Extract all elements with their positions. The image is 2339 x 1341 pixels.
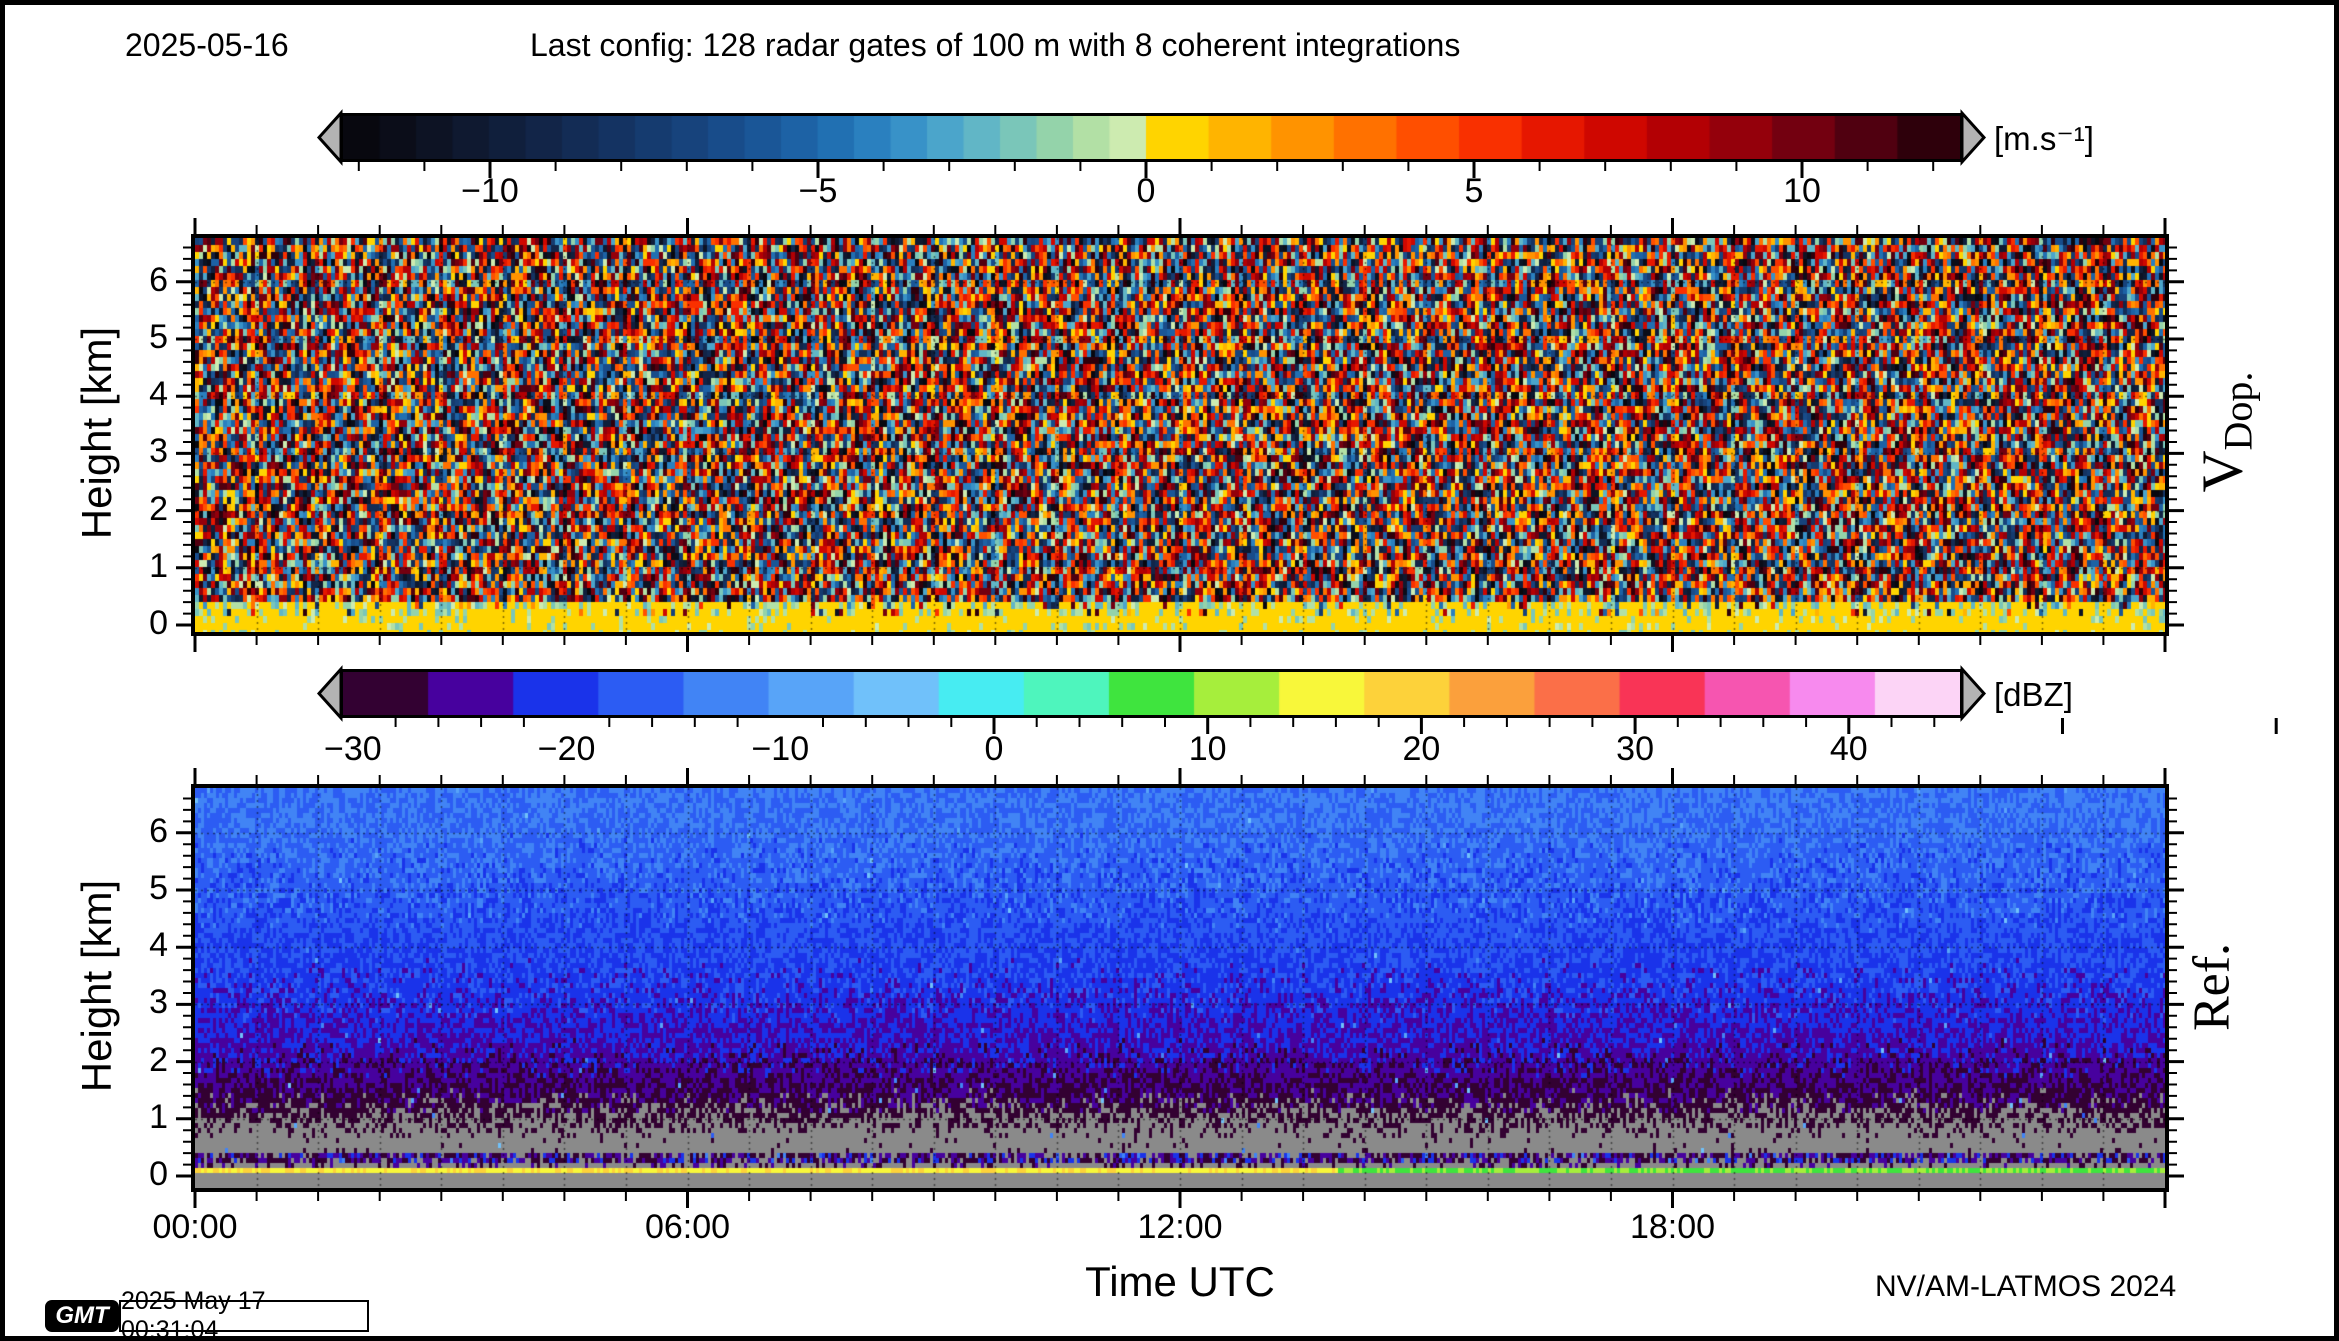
- height-tick-label: 4: [149, 926, 168, 965]
- ref-colorbar-tick-label: 0: [984, 730, 1004, 768]
- height-tick-label: 4: [149, 375, 168, 414]
- ref-colorbar-tick-label: −20: [537, 730, 596, 768]
- vdop-right-label-main: V: [2189, 450, 2255, 493]
- height-tick-label: 6: [149, 811, 168, 850]
- vdop-colorbar-tick-label: −5: [798, 172, 838, 210]
- vdop-right-label: VDop.: [2189, 372, 2261, 493]
- time-tick-label: 18:00: [1629, 1208, 1716, 1246]
- ref-colorbar-canvas: [343, 672, 1960, 715]
- time-tick-label: 00:00: [152, 1208, 238, 1246]
- ref-colorbar-tick-label: 20: [1402, 730, 1441, 768]
- ref-colorbar-left-arrow-icon: [316, 665, 343, 722]
- credit-label: NV/AM-LATMOS 2024: [1875, 1270, 2177, 1303]
- height-tick-label: 2: [149, 489, 168, 528]
- height-tick-label: 3: [149, 983, 168, 1022]
- time-tick-label: 06:00: [644, 1208, 731, 1246]
- vdop-panel: [191, 234, 2169, 636]
- ref-colorbar: [340, 669, 1963, 718]
- vdop-colorbar-tick-label: −10: [461, 172, 519, 210]
- vdop-colorbar-canvas: [343, 116, 1960, 159]
- xaxis-title: Time UTC: [1085, 1258, 1275, 1305]
- gmt-logo: GMT: [45, 1300, 119, 1332]
- height-tick-label: 3: [149, 432, 168, 471]
- vdop-colorbar-right-arrow-icon: [1960, 109, 1987, 166]
- ref-panel: [191, 784, 2169, 1192]
- ref-colorbar-right-arrow-icon: [1960, 665, 1987, 722]
- ref-right-label: Ref.: [2183, 942, 2241, 1032]
- ref-heatmap-canvas: [195, 788, 2165, 1188]
- vdop-colorbar-left-arrow-icon: [316, 109, 343, 166]
- ref-colorbar-unit: [dBZ]: [1994, 676, 2073, 713]
- height-tick-label: 5: [149, 869, 168, 907]
- height-tick-label: 5: [149, 318, 168, 356]
- vdop-colorbar-tick-label: 5: [1464, 172, 1484, 210]
- ref-colorbar-tick-label: 40: [1829, 730, 1868, 768]
- time-tick-label: 12:00: [1137, 1208, 1223, 1246]
- height-tick-label: 2: [149, 1040, 168, 1079]
- vdop-colorbar-unit: [m.s⁻¹]: [1994, 120, 2094, 157]
- height-tick-label: 1: [149, 546, 168, 585]
- ref-colorbar-tick-label: 30: [1616, 730, 1654, 768]
- height-tick-label: 1: [149, 1097, 168, 1136]
- config-label: Last config: 128 radar gates of 100 m wi…: [530, 27, 1461, 63]
- ref-colorbar-tick-label: 10: [1188, 730, 1227, 768]
- ref-colorbar-tick-label: −30: [324, 730, 382, 768]
- height-tick-label: 0: [149, 1155, 168, 1193]
- vdop-colorbar-tick-label: 10: [1783, 172, 1821, 210]
- vdop-heatmap-canvas: [195, 238, 2165, 632]
- render-timestamp: 2025 May 17 00:31:04: [119, 1287, 369, 1341]
- height-tick-label: 6: [149, 260, 168, 299]
- vdop-right-label-sub: Dop.: [2215, 371, 2261, 451]
- date-label: 2025-05-16: [125, 27, 289, 63]
- ref-colorbar-tick-label: −10: [751, 730, 810, 768]
- vdop-colorbar-tick-label: 0: [1136, 172, 1156, 210]
- vdop-colorbar: [340, 113, 1963, 162]
- height-tick-label: 0: [149, 604, 168, 642]
